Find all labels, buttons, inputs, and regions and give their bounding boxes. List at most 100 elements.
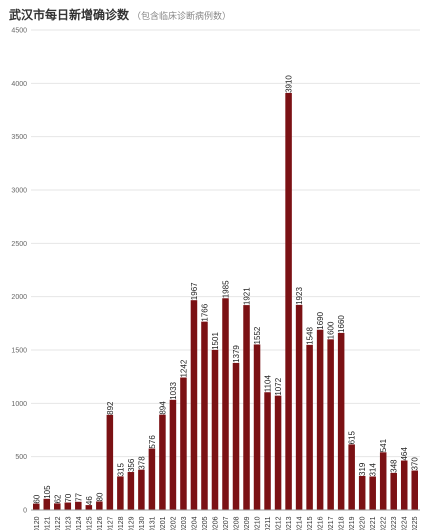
x-tick-label: 0122 xyxy=(55,516,62,530)
x-tick-label: 0215 xyxy=(307,516,314,530)
data-label: 615 xyxy=(348,431,357,445)
data-label: 1690 xyxy=(316,311,325,329)
bar xyxy=(127,472,135,510)
x-tick-label: 0126 xyxy=(97,516,104,530)
data-label: 576 xyxy=(148,435,157,449)
y-tick-label: 1000 xyxy=(11,401,27,408)
bar xyxy=(379,452,387,510)
x-axis-ticks: 0120 0121 0122 0123 0124 0125 0126 0127 0128 0129… xyxy=(34,516,419,530)
data-label: 62 xyxy=(53,494,62,503)
y-tick-label: 1500 xyxy=(11,348,27,355)
bar xyxy=(64,502,72,510)
data-label: 348 xyxy=(390,459,399,473)
bar xyxy=(232,362,240,510)
data-label: 105 xyxy=(43,485,52,499)
x-tick-label: 0219 xyxy=(349,516,356,530)
bar xyxy=(337,332,345,510)
bar xyxy=(75,501,82,510)
bar xyxy=(253,344,261,510)
data-label: 1501 xyxy=(211,332,220,350)
y-axis-ticks: 0 500 1000 1500 2000 2500 3000 3500 4000 4500 xyxy=(11,28,27,515)
data-label: 60 xyxy=(32,494,41,503)
x-tick-label: 0127 xyxy=(107,516,114,530)
bar xyxy=(243,305,250,510)
bar xyxy=(180,377,187,510)
bar xyxy=(54,503,61,510)
y-tick-label: 4500 xyxy=(11,28,27,35)
x-tick-label: 0220 xyxy=(360,516,367,530)
bars xyxy=(33,92,418,511)
data-label: 892 xyxy=(106,401,115,415)
data-label: 1660 xyxy=(337,315,346,333)
data-label: 319 xyxy=(358,462,367,476)
data-label: 315 xyxy=(116,463,125,477)
x-tick-label: 0212 xyxy=(276,516,283,530)
x-tick-label: 0124 xyxy=(76,516,83,530)
data-label: 1548 xyxy=(306,327,315,345)
data-label: 356 xyxy=(127,458,136,472)
bar xyxy=(169,399,177,510)
bar xyxy=(369,476,376,510)
data-label: 894 xyxy=(158,401,167,415)
y-tick-label: 0 xyxy=(23,508,27,515)
data-label: 370 xyxy=(411,457,420,471)
data-label: 1921 xyxy=(243,287,252,305)
bar xyxy=(348,444,355,510)
x-tick-label: 0214 xyxy=(297,516,304,530)
bar xyxy=(295,304,303,510)
data-label: 80 xyxy=(95,492,104,501)
x-tick-label: 0224 xyxy=(402,516,409,530)
x-tick-label: 0217 xyxy=(328,516,335,530)
data-label: 3910 xyxy=(285,75,294,93)
bar xyxy=(274,395,282,510)
data-label: 314 xyxy=(369,463,378,477)
x-tick-label: 0218 xyxy=(339,516,346,530)
x-tick-label: 0208 xyxy=(234,516,241,530)
x-tick-label: 0225 xyxy=(412,516,419,530)
x-tick-label: 0125 xyxy=(86,516,93,530)
x-tick-label: 0223 xyxy=(391,516,398,530)
bar xyxy=(190,300,198,510)
data-label: 1600 xyxy=(327,321,336,339)
x-tick-label: 0120 xyxy=(34,516,41,530)
data-label: 70 xyxy=(64,493,73,502)
chart-subtitle: （包含临床诊断病例数） xyxy=(132,11,232,21)
x-tick-label: 0211 xyxy=(265,516,272,530)
bar xyxy=(390,472,397,510)
bar xyxy=(33,503,40,510)
y-tick-label: 2000 xyxy=(11,294,27,301)
bar xyxy=(148,448,156,510)
bar xyxy=(400,460,408,510)
y-tick-label: 3000 xyxy=(11,188,27,195)
data-label: 1766 xyxy=(200,303,209,321)
x-tick-label: 0202 xyxy=(170,516,177,530)
x-tick-label: 0128 xyxy=(118,516,125,530)
x-tick-label: 0203 xyxy=(181,516,188,530)
bar xyxy=(138,469,145,510)
y-tick-label: 500 xyxy=(15,454,27,461)
bar xyxy=(411,470,418,510)
bar xyxy=(43,498,51,510)
data-label: 1033 xyxy=(169,381,178,399)
bar xyxy=(316,329,324,510)
bar xyxy=(106,414,114,510)
x-tick-label: 0131 xyxy=(149,516,156,530)
x-tick-label: 0222 xyxy=(381,516,388,530)
x-tick-label: 0209 xyxy=(244,516,251,530)
x-tick-label: 0206 xyxy=(212,516,219,530)
x-tick-label: 0204 xyxy=(191,516,198,530)
bar xyxy=(306,344,313,510)
data-label: 541 xyxy=(379,438,388,452)
x-tick-label: 0201 xyxy=(160,516,167,530)
bar xyxy=(327,339,334,510)
data-label: 46 xyxy=(85,496,94,505)
data-label: 1552 xyxy=(253,326,262,344)
bar xyxy=(201,321,208,510)
data-label: 1923 xyxy=(295,287,304,305)
data-label: 1967 xyxy=(190,282,199,300)
data-label: 77 xyxy=(74,492,83,501)
x-tick-label: 0130 xyxy=(139,516,146,530)
data-label: 378 xyxy=(137,456,146,470)
